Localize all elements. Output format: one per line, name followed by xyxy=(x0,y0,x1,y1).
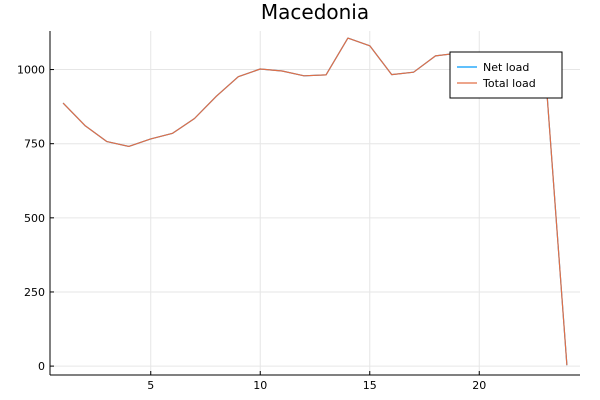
y-tick-label: 500 xyxy=(24,212,45,225)
x-tick-label: 15 xyxy=(363,379,377,392)
y-tick-label: 0 xyxy=(38,360,45,373)
y-tick-label: 750 xyxy=(24,138,45,151)
x-tick-label: 20 xyxy=(472,379,486,392)
y-tick-label: 250 xyxy=(24,286,45,299)
legend-box xyxy=(449,51,563,99)
legend-label-total-load: Total load xyxy=(482,77,536,90)
x-tick-label: 5 xyxy=(147,379,154,392)
chart-title: Macedonia xyxy=(261,0,369,24)
legend-label-net-load: Net load xyxy=(483,61,529,74)
tick-labels: 5 10 15 20 0 250 500 750 1000 xyxy=(17,64,486,392)
legend: Net load Total load xyxy=(449,51,563,99)
y-tick-label: 1000 xyxy=(17,64,45,77)
axes xyxy=(49,31,580,376)
x-tick-label: 10 xyxy=(253,379,267,392)
